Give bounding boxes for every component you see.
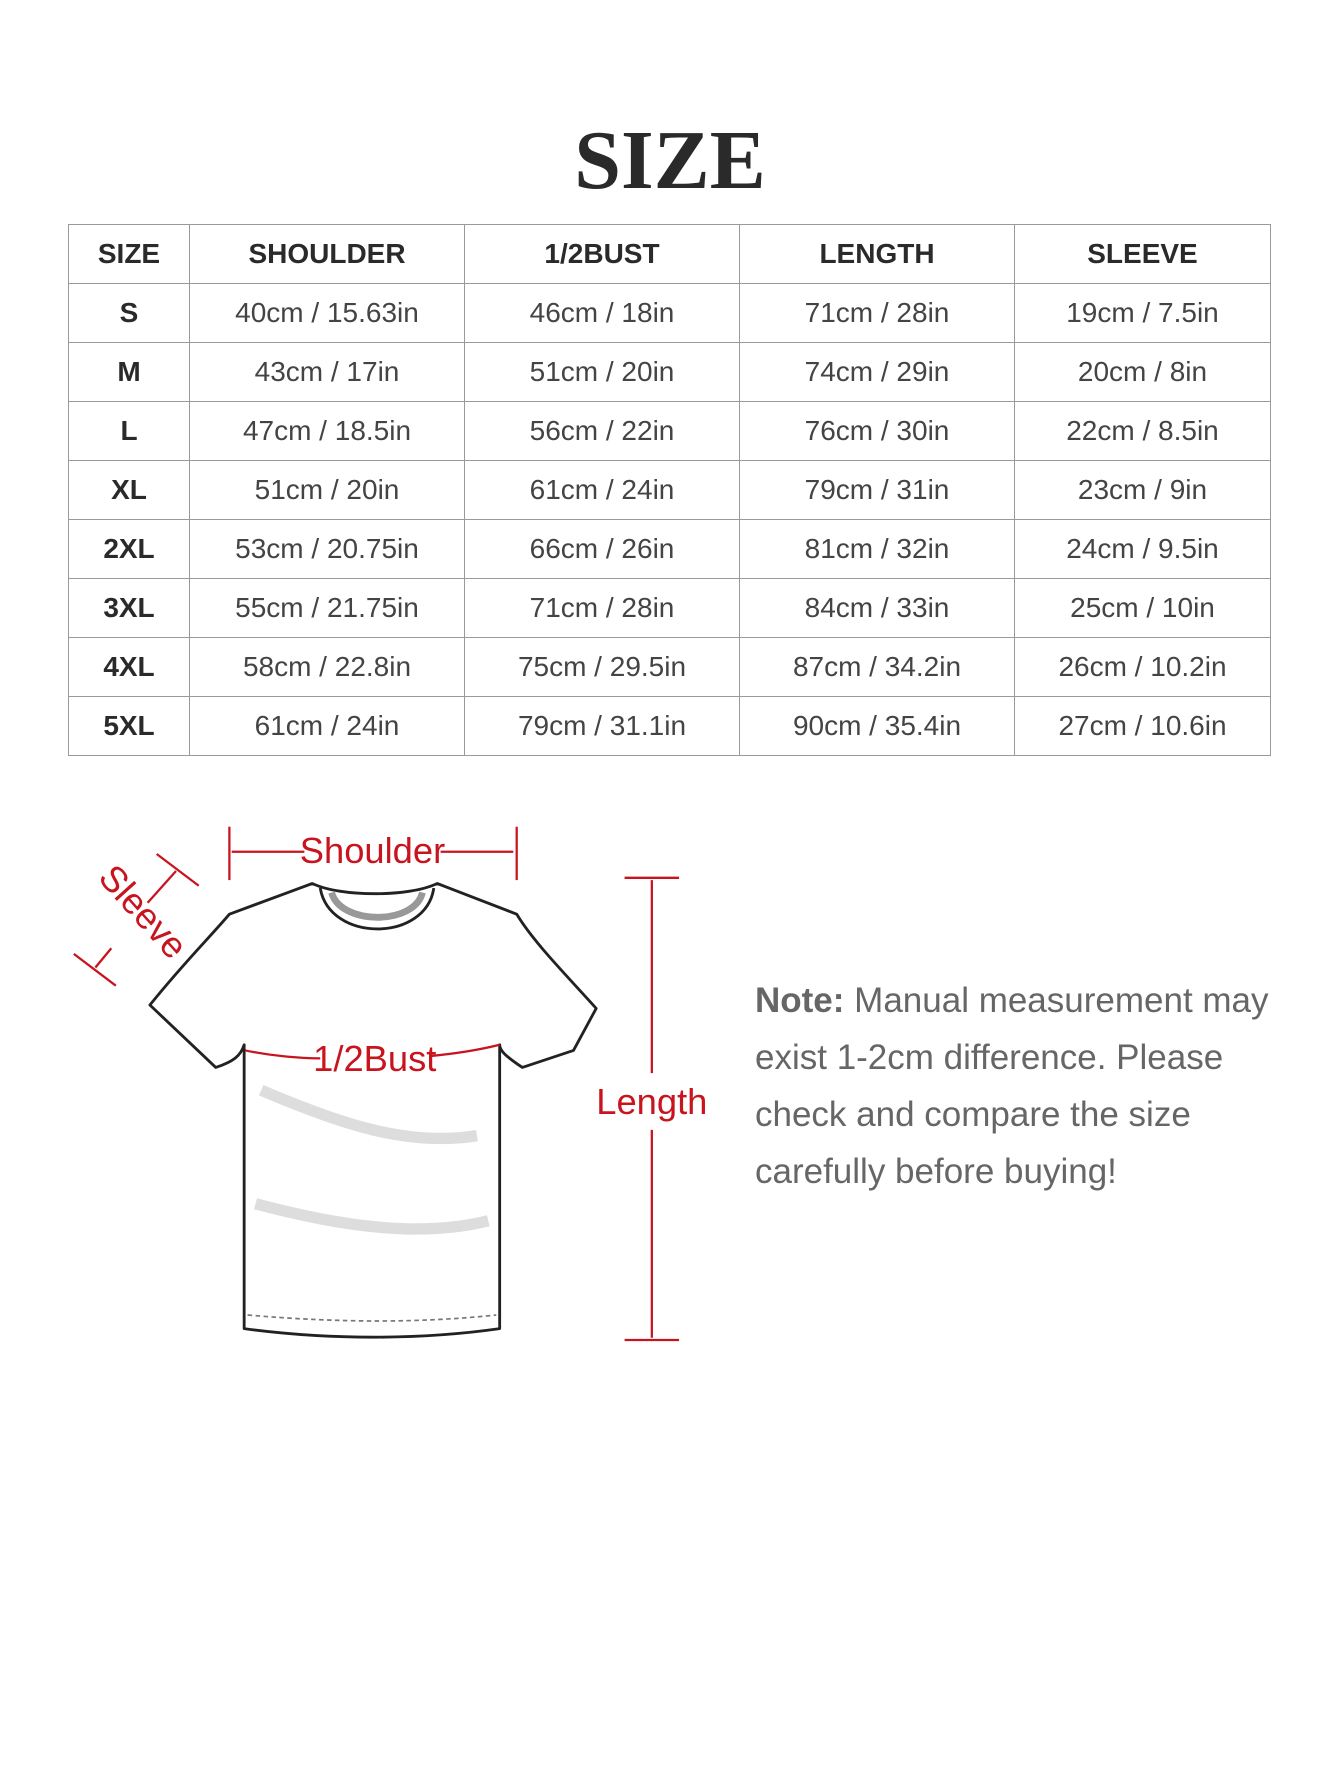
measure-cell: 84cm / 33in	[739, 578, 1015, 638]
column-header: SIZE	[68, 224, 190, 284]
measure-cell: 51cm / 20in	[464, 342, 740, 402]
collar	[318, 887, 436, 931]
column-header: LENGTH	[739, 224, 1015, 284]
measure-cell: 25cm / 10in	[1014, 578, 1271, 638]
measure-lines	[73, 826, 680, 1342]
size-cell: L	[68, 401, 190, 461]
size-cell: 2XL	[68, 519, 190, 579]
measure-cell: 19cm / 7.5in	[1014, 283, 1271, 343]
note-label: Note:	[755, 981, 845, 1020]
measure-cell: 71cm / 28in	[464, 578, 740, 638]
size-table: SIZE SHOULDER 1/2BUST LENGTH SLEEVE S 40cm / …	[68, 224, 1271, 756]
measure-cell: 87cm / 34.2in	[739, 637, 1015, 697]
table-row: S 40cm / 15.63in 46cm / 18in 71cm / 28in 19c…	[68, 283, 1271, 343]
measure-cell: 56cm / 22in	[464, 401, 740, 461]
column-header: SLEEVE	[1014, 224, 1271, 284]
size-cell: 3XL	[68, 578, 190, 638]
table-row: 5XL 61cm / 24in 79cm / 31.1in 90cm / 35.4in…	[68, 696, 1271, 756]
length-label: Length	[596, 1081, 707, 1122]
measure-cell: 53cm / 20.75in	[189, 519, 465, 579]
shoulder-label: Shoulder	[300, 830, 445, 871]
table-row: XL 51cm / 20in 61cm / 24in 79cm / 31in 23cm …	[68, 460, 1271, 520]
measure-cell: 61cm / 24in	[464, 460, 740, 520]
collar-inner	[328, 891, 426, 921]
table-row: 3XL 55cm / 21.75in 71cm / 28in 84cm / 33in 2…	[68, 578, 1271, 638]
measure-cell: 75cm / 29.5in	[464, 637, 740, 697]
shadow	[254, 1084, 490, 1235]
header-row: SIZE SHOULDER 1/2BUST LENGTH SLEEVE	[68, 224, 1271, 284]
measure-cell: 58cm / 22.8in	[189, 637, 465, 697]
table-row: 2XL 53cm / 20.75in 66cm / 26in 81cm / 32in 2…	[68, 519, 1271, 579]
measure-cell: 79cm / 31.1in	[464, 696, 740, 756]
note: Note: Manual measurement may exist 1-2cm…	[755, 972, 1275, 1200]
measure-cell: 51cm / 20in	[189, 460, 465, 520]
measure-cell: 74cm / 29in	[739, 342, 1015, 402]
hem-stitch	[247, 1314, 497, 1322]
shirt	[148, 882, 598, 1339]
measure-cell: 40cm / 15.63in	[189, 283, 465, 343]
table-body: S 40cm / 15.63in 46cm / 18in 71cm / 28in 19c…	[68, 283, 1271, 756]
title: SIZE	[574, 114, 766, 207]
measure-cell: 90cm / 35.4in	[739, 696, 1015, 756]
table-row: M 43cm / 17in 51cm / 20in 74cm / 29in 20cm /…	[68, 342, 1271, 402]
measure-cell: 26cm / 10.2in	[1014, 637, 1271, 697]
measure-cell: 61cm / 24in	[189, 696, 465, 756]
measure-cell: 27cm / 10.6in	[1014, 696, 1271, 756]
column-header: 1/2BUST	[464, 224, 740, 284]
measure-cell: 24cm / 9.5in	[1014, 519, 1271, 579]
measure-cell: 20cm / 8in	[1014, 342, 1271, 402]
measure-cell: 22cm / 8.5in	[1014, 401, 1271, 461]
measure-cell: 23cm / 9in	[1014, 460, 1271, 520]
table-row: 4XL 58cm / 22.8in 75cm / 29.5in 87cm / 34.2…	[68, 637, 1271, 697]
measure-cell: 47cm / 18.5in	[189, 401, 465, 461]
size-cell: S	[68, 283, 190, 343]
note-text: Manual measurement may exist 1-2cm diffe…	[755, 981, 1269, 1191]
table-row: L 47cm / 18.5in 56cm / 22in 76cm / 30in 22cm…	[68, 401, 1271, 461]
size-cell: XL	[68, 460, 190, 520]
measure-cell: 46cm / 18in	[464, 283, 740, 343]
bust-label: 1/2Bust	[313, 1038, 436, 1079]
size-cell: 5XL	[68, 696, 190, 756]
size-cell: M	[68, 342, 190, 402]
measure-cell: 43cm / 17in	[189, 342, 465, 402]
